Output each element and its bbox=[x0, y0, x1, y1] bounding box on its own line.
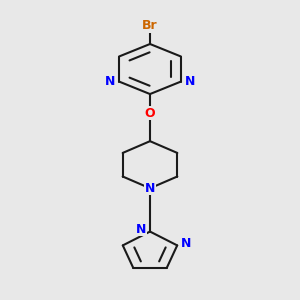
Text: N: N bbox=[105, 75, 115, 88]
Text: N: N bbox=[181, 237, 192, 250]
Text: N: N bbox=[185, 75, 195, 88]
Text: Br: Br bbox=[142, 19, 158, 32]
Text: N: N bbox=[145, 182, 155, 195]
Text: O: O bbox=[145, 107, 155, 120]
Text: N: N bbox=[136, 223, 146, 236]
